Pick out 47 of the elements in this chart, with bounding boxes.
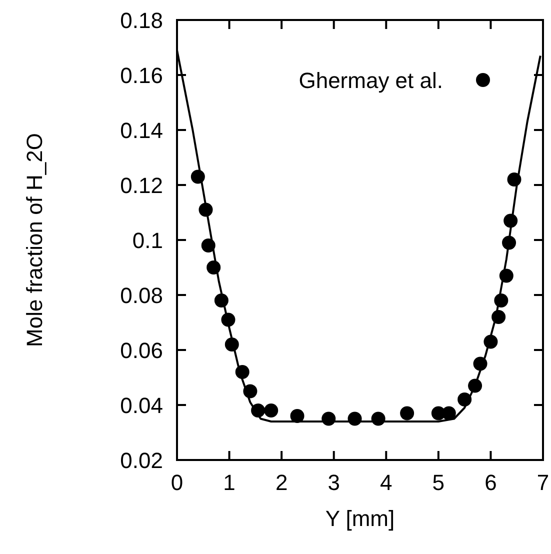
point (348, 412, 362, 426)
point (473, 356, 488, 371)
point (499, 268, 514, 283)
point (243, 384, 258, 398)
y-tick-label: 0.08 (120, 283, 163, 308)
y-tick-label: 0.18 (120, 8, 163, 33)
point (468, 378, 482, 393)
x-tick-label: 6 (484, 470, 497, 495)
point (322, 412, 336, 426)
y-tick-label: 0.06 (120, 338, 163, 363)
x-tick-label: 1 (223, 470, 236, 495)
x-tick-label: 7 (536, 470, 550, 495)
y-tick-label: 0.16 (120, 63, 163, 88)
point (264, 404, 278, 418)
point (224, 338, 239, 352)
x-tick-label: 4 (380, 470, 392, 495)
point (458, 392, 472, 406)
point (198, 202, 213, 217)
y-tick-label: 0.12 (120, 173, 163, 198)
point (507, 172, 522, 186)
point (206, 260, 221, 274)
point (214, 294, 228, 308)
point (235, 365, 250, 379)
point (492, 310, 506, 324)
point (190, 170, 205, 184)
x-tick-label: 3 (328, 470, 340, 495)
point (502, 236, 516, 250)
y-tick-label: 0.1 (132, 228, 163, 253)
point (290, 409, 304, 423)
legend-label: Ghermay et al. (298, 68, 443, 93)
y-tick-label: 0.04 (120, 393, 163, 418)
y-tick-label: 0.02 (120, 448, 163, 473)
point (484, 334, 498, 349)
point (201, 238, 216, 252)
x-axis-title: Y [mm] (325, 506, 395, 531)
point (494, 294, 508, 308)
point (504, 214, 518, 228)
point (442, 406, 456, 420)
point (400, 406, 414, 420)
point (251, 404, 266, 418)
point (221, 312, 236, 327)
x-tick-label: 2 (275, 470, 288, 495)
y-axis-title: Mole fraction of H_2O (22, 133, 47, 347)
y-tick-label: 0.14 (120, 118, 163, 143)
point (371, 412, 386, 426)
x-tick-label: 5 (432, 470, 445, 495)
x-tick-label: 0 (170, 470, 184, 495)
